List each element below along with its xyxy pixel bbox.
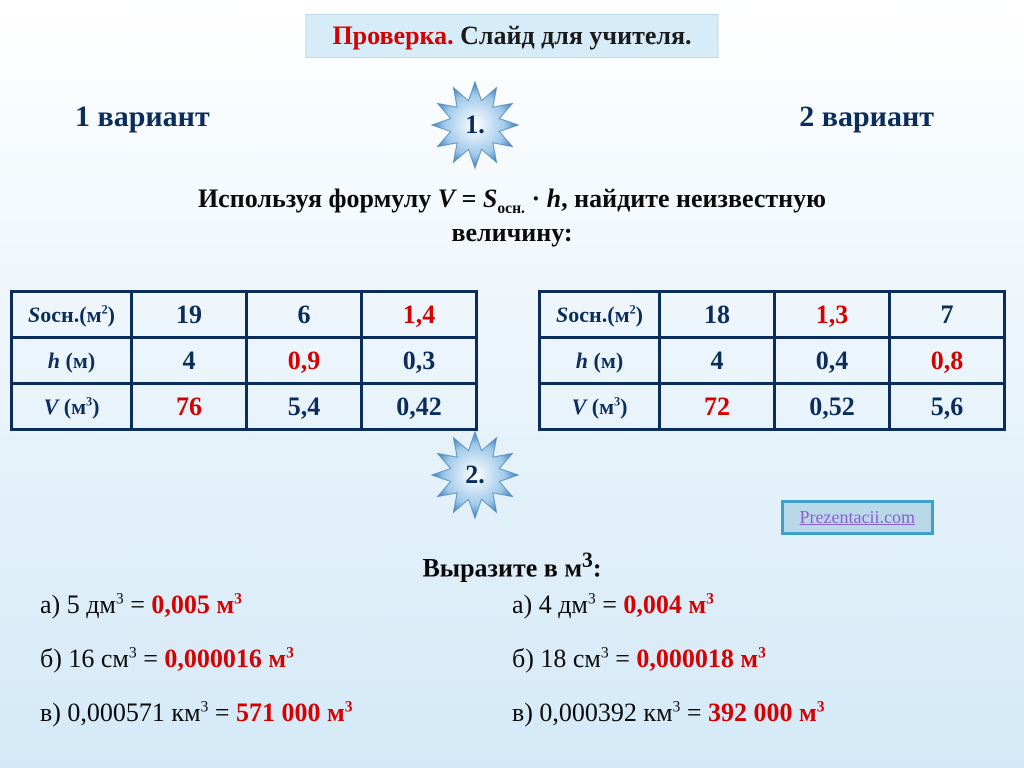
variant-2-label: 2 вариант xyxy=(799,100,934,134)
table-cell: 0,42 xyxy=(362,384,477,430)
conversions-row: а) 5 дм3 = 0,005 м3 б) 16 см3 = 0,000016 … xyxy=(0,590,1024,752)
table-cell: 0,52 xyxy=(775,384,890,430)
tables-row: Sосн.(м2)1961,4h (м)40,90,3V (м3)765,40,… xyxy=(0,290,1024,431)
row-label: h (м) xyxy=(12,338,132,384)
table-cell: 0,4 xyxy=(775,338,890,384)
instruction-text: Используя формулу V = Sосн. · h, найдите… xyxy=(0,184,1024,248)
row-label: V (м3) xyxy=(12,384,132,430)
table-cell: 1,4 xyxy=(362,292,477,338)
subtitle-2: Выразите в м3: xyxy=(0,548,1024,584)
table-cell: 7 xyxy=(890,292,1005,338)
table-cell: 19 xyxy=(132,292,247,338)
star-number-2: 2. xyxy=(465,460,485,490)
link-button[interactable]: Prezentacii.com xyxy=(781,500,934,535)
title-rest: Слайд для учителя. xyxy=(454,21,692,50)
conversion-row: в) 0,000392 км3 = 392 000 м3 xyxy=(512,698,984,728)
table-cell: 0,8 xyxy=(890,338,1005,384)
starburst-1: 1. xyxy=(430,80,520,170)
variant-1-label: 1 вариант xyxy=(75,100,210,134)
table-cell: 1,3 xyxy=(775,292,890,338)
table-cell: 72 xyxy=(660,384,775,430)
conversion-row: в) 0,000571 км3 = 571 000 м3 xyxy=(40,698,512,728)
conversion-row: б) 16 см3 = 0,000016 м3 xyxy=(40,644,512,674)
table-variant-1: Sосн.(м2)1961,4 h (м)40,90,3 V (м3)765,40,… xyxy=(10,290,478,431)
table-cell: 6 xyxy=(247,292,362,338)
table-cell: 0,3 xyxy=(362,338,477,384)
conversion-row: б) 18 см3 = 0,000018 м3 xyxy=(512,644,984,674)
star-number-1: 1. xyxy=(465,110,485,140)
table-cell: 5,6 xyxy=(890,384,1005,430)
table-cell: 4 xyxy=(132,338,247,384)
table-cell: 5,4 xyxy=(247,384,362,430)
row-label: Sосн.(м2) xyxy=(12,292,132,338)
row-label: Sосн.(м2) xyxy=(540,292,660,338)
slide-title: Проверка. Слайд для учителя. xyxy=(305,14,718,58)
title-highlight: Проверка. xyxy=(332,21,453,50)
conversions-right: а) 4 дм3 = 0,004 м3 б) 18 см3 = 0,000018 … xyxy=(512,590,984,752)
starburst-2: 2. xyxy=(430,430,520,520)
conversion-row: а) 4 дм3 = 0,004 м3 xyxy=(512,590,984,620)
table-cell: 76 xyxy=(132,384,247,430)
table-cell: 18 xyxy=(660,292,775,338)
table-cell: 4 xyxy=(660,338,775,384)
row-label: V (м3) xyxy=(540,384,660,430)
conversions-left: а) 5 дм3 = 0,005 м3 б) 16 см3 = 0,000016 … xyxy=(40,590,512,752)
table-variant-2: Sосн.(м2)181,37 h (м)40,40,8 V (м3)720,525… xyxy=(538,290,1006,431)
row-label: h (м) xyxy=(540,338,660,384)
conversion-row: а) 5 дм3 = 0,005 м3 xyxy=(40,590,512,620)
table-cell: 0,9 xyxy=(247,338,362,384)
